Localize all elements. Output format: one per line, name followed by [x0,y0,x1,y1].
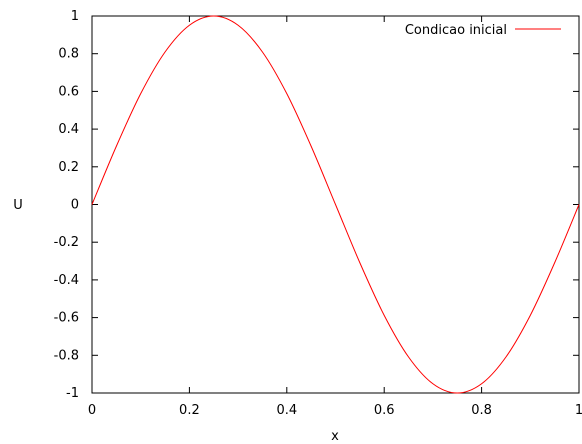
x-tick-label: 1 [575,403,582,418]
y-tick-label: 0 [71,198,79,213]
y-tick-label: 0.6 [58,84,79,99]
x-axis-label: x [331,429,339,444]
y-tick-label: -0.2 [54,235,79,250]
x-tick-label: 0.8 [471,403,492,418]
y-axis-label: U [13,198,23,213]
x-tick-label: 0.6 [374,403,395,418]
axis-ticks [91,15,580,394]
x-tick-labels: 0 0.2 0.4 0.6 0.8 1 [88,403,582,418]
x-tick-label: 0.2 [179,403,200,418]
y-tick-label: -0.4 [54,273,79,288]
x-tick-label: 0.4 [276,403,297,418]
y-tick-label: 0.8 [58,47,79,62]
legend: Condicao inicial [405,23,561,38]
y-tick-label: -0.6 [54,311,79,326]
y-tick-label: -0.8 [54,348,79,363]
y-tick-label: 1 [71,9,79,24]
legend-label: Condicao inicial [405,23,507,38]
y-tick-labels: 1 0.8 0.6 0.4 0.2 0 -0.2 -0.4 -0.6 -0.8 -1 [54,9,79,401]
series-layer [91,15,580,394]
x-tick-label: 0 [88,403,96,418]
y-tick-label: 0.4 [58,122,79,137]
y-tick-label: -1 [66,386,79,401]
y-tick-label: 0.2 [58,160,79,175]
series-line [91,15,580,394]
